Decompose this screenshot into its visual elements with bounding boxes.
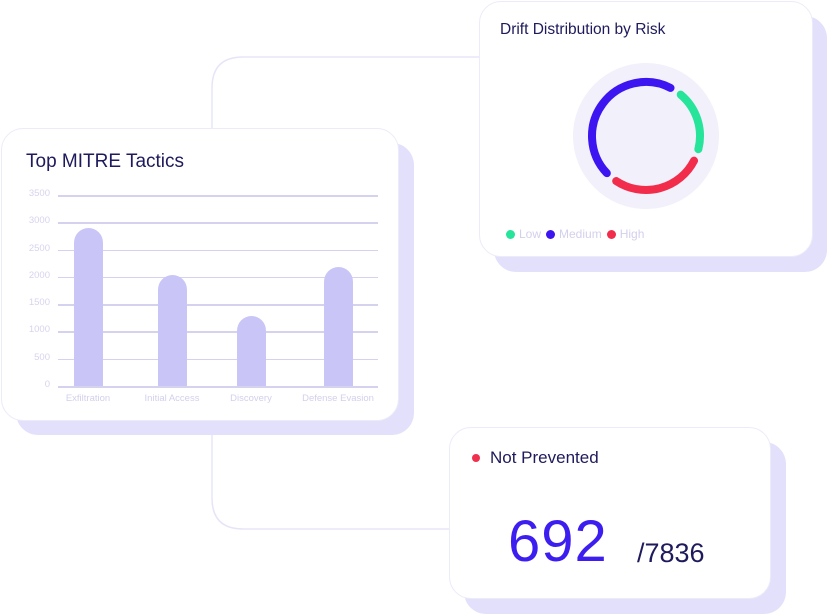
donut-segment-high [612, 156, 699, 194]
drift-title: Drift Distribution by Risk [500, 21, 666, 38]
bar-discovery [236, 316, 266, 386]
not-prevented-total: /7836 [637, 538, 705, 568]
y-tick-label: 2500 [28, 242, 50, 254]
legend-item-medium: Medium [546, 227, 602, 241]
y-tick-label: 500 [34, 351, 50, 363]
bar-defense-evasion [323, 267, 353, 386]
gridline [58, 249, 378, 252]
drift-donut-chart [573, 63, 719, 209]
legend-item-high: High [606, 227, 644, 241]
gridline [58, 358, 378, 361]
not-prevented-label: Not Prevented [490, 448, 599, 467]
bar-exfiltration [73, 228, 103, 386]
x-tick-label: Defense Evasion [302, 393, 374, 404]
not-prevented-count: 692 [508, 509, 608, 574]
donut-segment-medium [588, 78, 675, 178]
not-prevented-card: Not Prevented 692 /7836 [449, 427, 771, 599]
drift-distribution-card: Drift Distribution by Risk Low Medium Hi… [479, 1, 813, 257]
y-tick-label: 3000 [28, 215, 50, 227]
drift-legend: Low Medium High [506, 227, 649, 241]
tactics-title: Top MITRE Tactics [26, 151, 185, 172]
gridline [58, 222, 378, 224]
medium-dot-icon [546, 229, 556, 239]
gridline [58, 276, 378, 279]
gridline [58, 195, 378, 197]
high-dot-icon [606, 229, 616, 239]
x-tick-label: Discovery [230, 393, 272, 404]
gridline [58, 386, 378, 388]
x-tick-label: Exfiltration [65, 393, 111, 404]
y-tick-label: 0 [44, 379, 50, 390]
y-tick-label: 1500 [28, 297, 50, 309]
y-tick-label: 3500 [28, 188, 50, 199]
bar-initial-access [157, 275, 187, 386]
y-tick-label: 1000 [28, 324, 50, 336]
top-mitre-tactics-card: Top MITRE Tactics 3500 3000 2500 2000 1500 10… [1, 128, 399, 421]
x-tick-label: Initial Access [144, 393, 200, 404]
gridline [58, 304, 378, 306]
donut-segment-low [676, 90, 704, 154]
y-tick-label: 2000 [28, 269, 50, 281]
legend-item-low: Low [506, 227, 541, 241]
not-prevented-header: Not Prevented [472, 448, 599, 468]
gridline [58, 331, 378, 333]
low-dot-icon [506, 229, 515, 239]
status-dot-icon [472, 454, 480, 462]
